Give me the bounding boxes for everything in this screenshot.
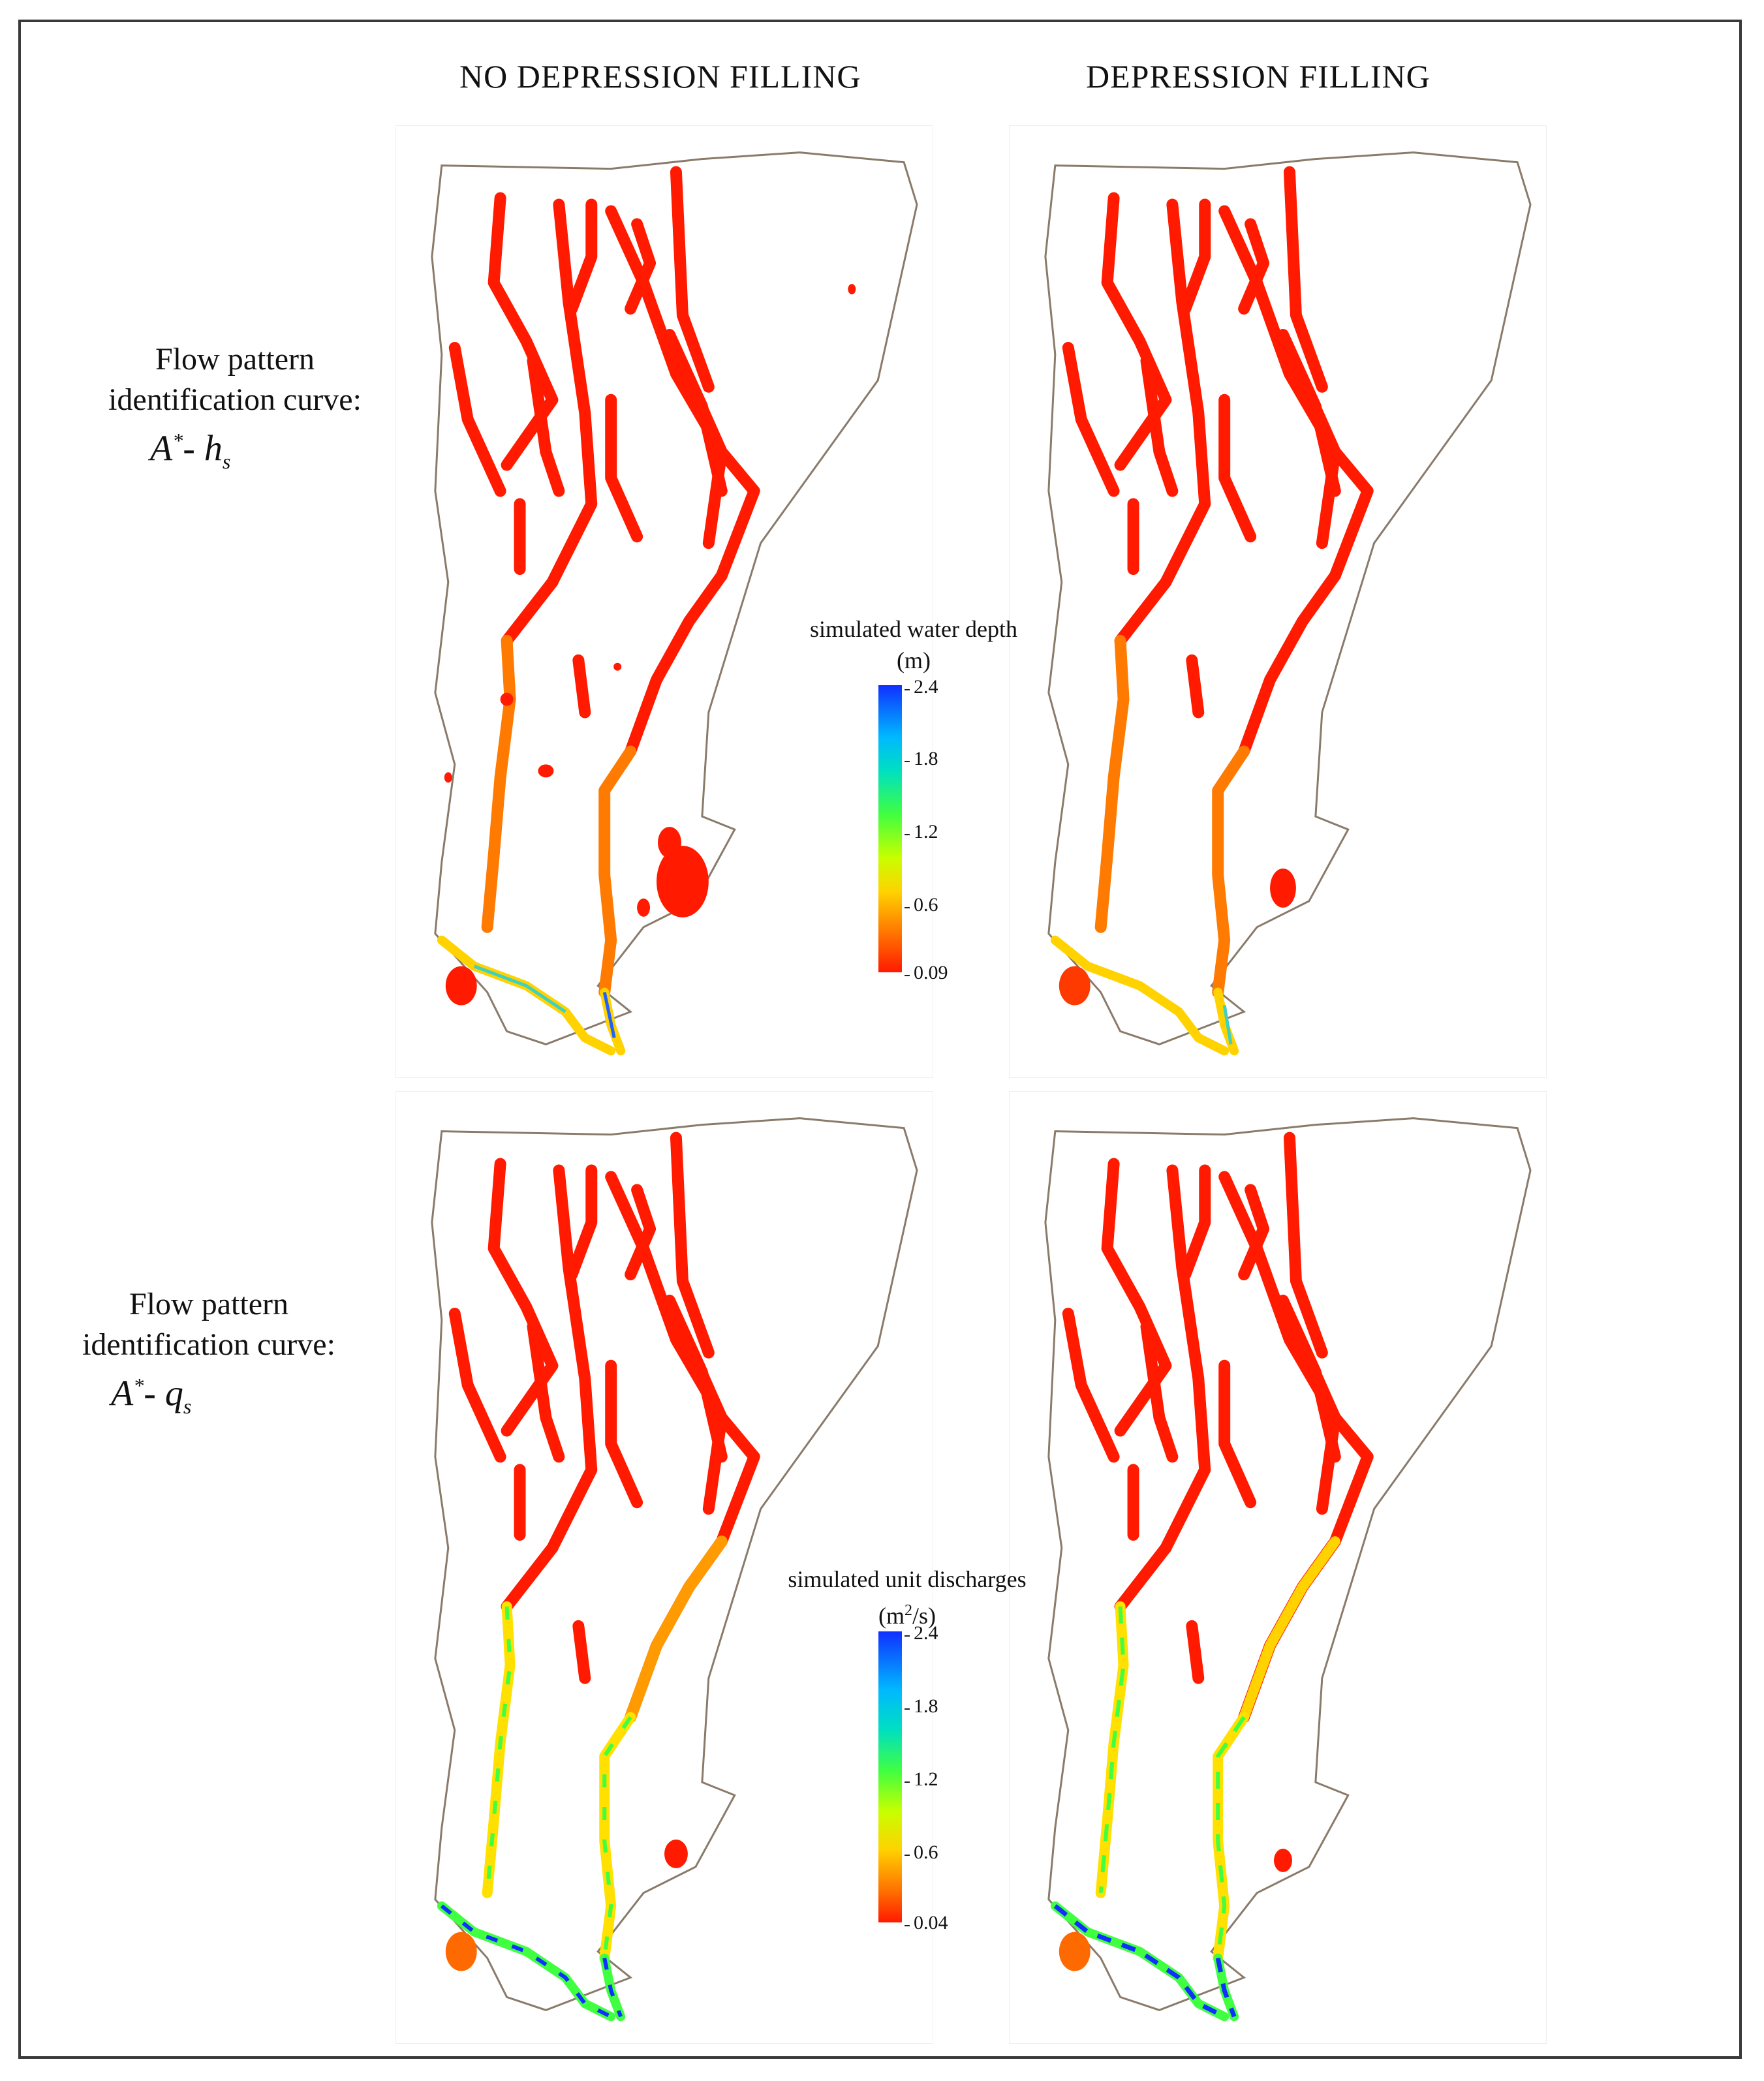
deep-water-outlet [602, 992, 616, 1038]
ponded-area [1274, 1848, 1292, 1872]
figure-frame [18, 20, 1742, 2059]
ponded-area [445, 1932, 477, 1971]
legend-depth-title-text: simulated water depth [810, 616, 1017, 642]
legend-discharge-tick: 2.4 [905, 1622, 938, 1644]
main-channels [1101, 641, 1244, 993]
tributary-network [1068, 1138, 1368, 1718]
legend-discharge-title-text: simulated unit discharges [788, 1566, 1027, 1592]
row-label-depth-line2: identification curve: [108, 382, 362, 417]
row-label-depth-line1: Flow pattern [155, 342, 315, 377]
tributary-network [1068, 172, 1368, 752]
legend-discharge-tick: 1.8 [905, 1695, 938, 1717]
map-panel-depth-no-filling [395, 125, 933, 1078]
row-label-depth-formula: A*- hs [150, 428, 231, 473]
ponded-area [1059, 966, 1091, 1006]
ponded-area [1059, 1932, 1091, 1971]
legend-discharge-colorbar [878, 1631, 902, 1922]
legend-discharge-title: simulated unit discharges (m2/s) [744, 1564, 1070, 1631]
legend-discharge-unit: (m2/s) [878, 1602, 936, 1629]
legend-depth-tick: 2.4 [905, 676, 938, 698]
row-label-discharge: Flow pattern identification curve: A*- q… [39, 1284, 379, 1426]
ponded-area [664, 1839, 688, 1868]
legend-discharge-tick: 0.04 [905, 1912, 948, 1934]
catchment-boundary [1044, 1117, 1532, 2011]
column-title-depression-filling: DEPRESSION FILLING [1086, 58, 1431, 95]
legend-depth-tick: 0.09 [905, 962, 948, 983]
catchment-boundary [1044, 151, 1532, 1045]
row-label-discharge-line2: identification curve: [82, 1327, 335, 1362]
legend-depth-title: simulated water depth (m) [770, 613, 1057, 676]
legend-depth-unit: (m) [897, 647, 931, 673]
legend-depth-tick: 1.2 [905, 821, 938, 842]
legend-discharge-tick: 1.2 [905, 1768, 938, 1790]
map-panel-depth-filling [1009, 125, 1547, 1078]
row-label-depth: Flow pattern identification curve: A*- h… [72, 339, 398, 482]
map-panel-discharge-no-filling [395, 1091, 933, 2044]
row-label-discharge-line1: Flow pattern [129, 1287, 288, 1321]
legend-depth-tick: 1.8 [905, 748, 938, 769]
upper-main-channel [1239, 1536, 1340, 1723]
map-panel-discharge-filling [1009, 1091, 1547, 2044]
deep-water-outlet [1222, 1005, 1233, 1045]
row-label-discharge-formula: A*- qs [111, 1373, 192, 1418]
deep-water-section [473, 964, 566, 1013]
tributary-network [455, 172, 754, 752]
tributary-network [455, 1138, 754, 1718]
upper-main-channel [625, 1535, 728, 1723]
ponded-area [1270, 869, 1296, 908]
column-title-no-depression-filling: NO DEPRESSION FILLING [459, 58, 861, 95]
legend-discharge-tick: 0.6 [905, 1842, 938, 1863]
legend-depth-tick: 0.6 [905, 894, 938, 916]
legend-depth-colorbar [878, 685, 902, 972]
